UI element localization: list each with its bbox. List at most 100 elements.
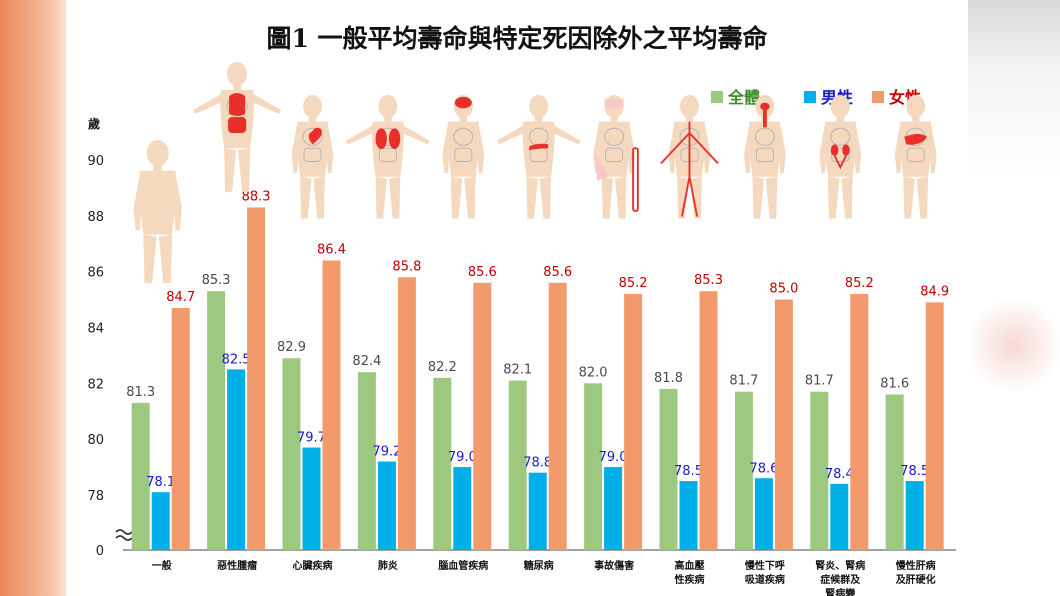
bar-男性 [679,481,698,550]
bar-女性 [247,207,266,551]
data-label-女性: 85.0 [769,282,798,297]
data-label-全體: 81.3 [126,385,155,400]
data-label-全體: 81.7 [805,374,834,389]
figure-organ-outline [755,147,774,162]
figure-arm [291,123,301,173]
data-label-男性: 78.4 [825,467,854,482]
x-tick-label: 高血壓 [675,559,705,572]
life-expectancy-chart: 圖1 一般平均壽命與特定死因除外之平均壽命全體男性女性歲788082848688… [87,24,956,596]
figure-leg [238,148,251,192]
data-label-男性: 78.1 [146,475,175,490]
y-tick-label: 78 [87,489,104,504]
figure-torso [824,121,857,177]
figure-torso [296,121,329,177]
bar-全體 [207,291,226,550]
figure-leg [375,176,387,219]
figure-arm [928,123,937,173]
bar-女性 [699,291,718,550]
figure-arm [252,94,282,114]
organ-highlight [660,121,719,217]
data-label-女性: 85.8 [392,259,421,274]
figure-heart-icon [291,95,334,219]
bar-全體 [734,391,753,550]
bar-女性 [322,260,341,550]
figure-organ-outline [378,147,397,162]
figure-head [146,140,169,167]
figure-arm [852,123,862,173]
data-label-女性: 88.3 [242,189,271,204]
x-tick-label: 腎炎、腎病 [815,559,865,572]
bar-男性 [754,478,773,550]
chart-panel: 圖1 一般平均壽命與特定死因除外之平均壽命全體男性女性歲788082848688… [66,0,968,596]
crutch [632,147,639,212]
figure-leg [313,176,325,219]
organ-highlight [375,128,387,150]
bar-男性 [830,483,849,550]
data-label-女性: 85.6 [468,265,497,280]
data-label-全體: 82.2 [428,360,457,375]
data-label-男性: 79.0 [448,450,477,465]
y-axis-label: 歲 [88,116,100,131]
figure-leg [158,234,172,283]
figure-lungs-icon [346,95,430,219]
figure-leg [300,176,312,219]
organ-highlight [833,155,847,170]
figure-neck [153,164,163,171]
figure-arm [894,123,904,173]
figure-organ-outline [303,147,322,162]
figure-leg [677,176,689,219]
organ-highlight [454,96,472,109]
x-tick-label: 吸道疾病 [745,573,785,586]
figure-torso [371,121,404,177]
figure-neck [685,115,694,122]
category-group-4: 82.2 79.0 85.6 腦血管疾病 [428,265,497,572]
figure-liver-icon [894,95,937,219]
figure-arm [744,123,753,173]
figure-organ-outline [754,127,775,146]
figure-leg [916,176,929,219]
category-group-3: 82.4 79.2 85.8 肺炎 [352,259,421,572]
organ-highlight [229,93,246,116]
figure-organ-outline [453,127,474,146]
figure-arm [552,125,581,145]
data-label-女性: 84.9 [920,284,949,299]
figure-arm [346,125,374,145]
data-label-男性: 78.6 [749,461,778,476]
organ-highlight [842,144,850,156]
bar-女性 [548,282,567,550]
x-tick-label: 腦血管疾病 [438,559,488,572]
figure-head [830,95,850,118]
figure-torso [748,121,781,177]
data-label-全體: 81.7 [729,374,758,389]
y-tick-label: 88 [87,210,104,225]
figure-injury-icon [593,95,639,219]
data-label-男性: 78.8 [523,456,552,471]
figure-torso [598,121,631,177]
right-backdrop [968,0,1060,596]
x-tick-label: 事故傷害 [594,559,634,572]
bar-女性 [171,307,190,550]
figure-leg [388,176,401,219]
legend-swatch [804,91,816,103]
y-tick-label: 80 [87,433,104,448]
bar-全體 [131,402,150,550]
figure-leg [464,176,476,219]
x-tick-label: 性疾病 [674,573,705,586]
figure-arm [593,123,602,173]
figure-neck [836,115,845,122]
bar-男性 [377,461,396,550]
data-label-女性: 85.2 [619,276,648,291]
figure-leg [615,176,627,219]
organ-highlight [904,133,928,145]
data-label-男性: 79.2 [372,445,401,460]
figure-brain-icon [442,95,485,219]
bar-男性 [151,492,170,550]
figure-neck [308,115,317,122]
figure-arm [324,123,334,173]
organ-highlight [308,127,322,145]
figure-organ-outline [831,147,850,162]
data-label-男性: 78.5 [674,464,703,479]
bar-全體 [433,377,452,550]
y-tick-label: 84 [87,322,104,337]
